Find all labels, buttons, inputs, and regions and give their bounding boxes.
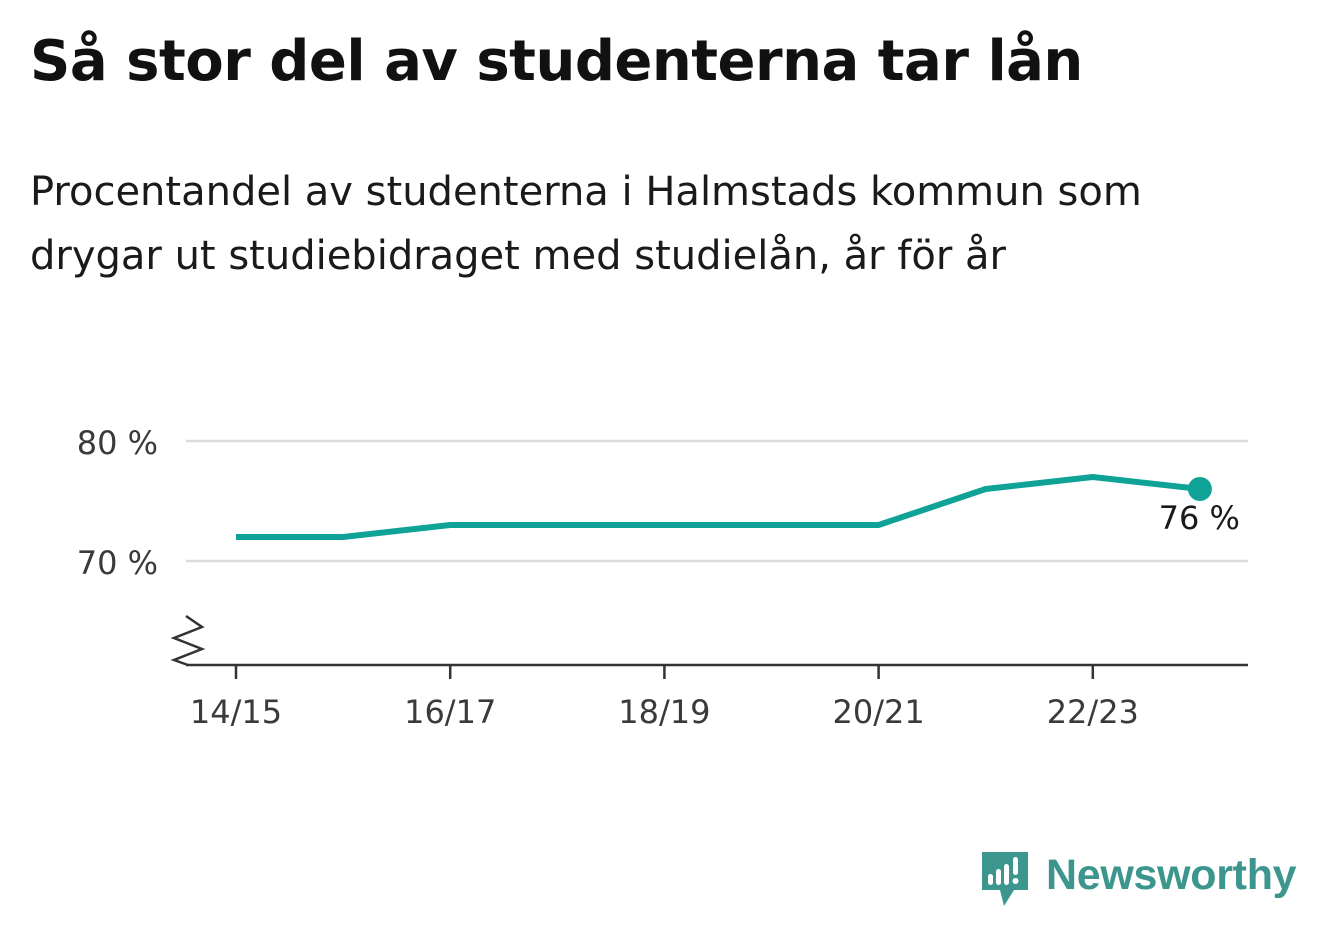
end-value-label: 76 % [1159,499,1240,537]
chart-subtitle: Procentandel av studenterna i Halmstads … [30,169,1142,279]
x-tick-label: 20/21 [832,693,924,731]
newsworthy-logo-text: Newsworthy [1046,850,1297,899]
series-line [236,474,1201,540]
newsworthy-logo: Newsworthy [980,848,1297,912]
x-tick-label: 16/17 [404,693,496,731]
x-tick-label: 18/19 [618,693,710,731]
x-tick-label: 14/15 [190,693,282,731]
end-point-marker [1187,477,1212,501]
y-tick-label: 70 % [77,544,158,582]
axis-break-icon [170,614,206,667]
x-tick-label: 22/23 [1047,693,1139,731]
y-tick-label: 80 % [77,424,158,462]
newsworthy-logo-icon [982,852,1028,906]
chart-title: Så stor del av studenterna tar lån [30,29,1083,94]
